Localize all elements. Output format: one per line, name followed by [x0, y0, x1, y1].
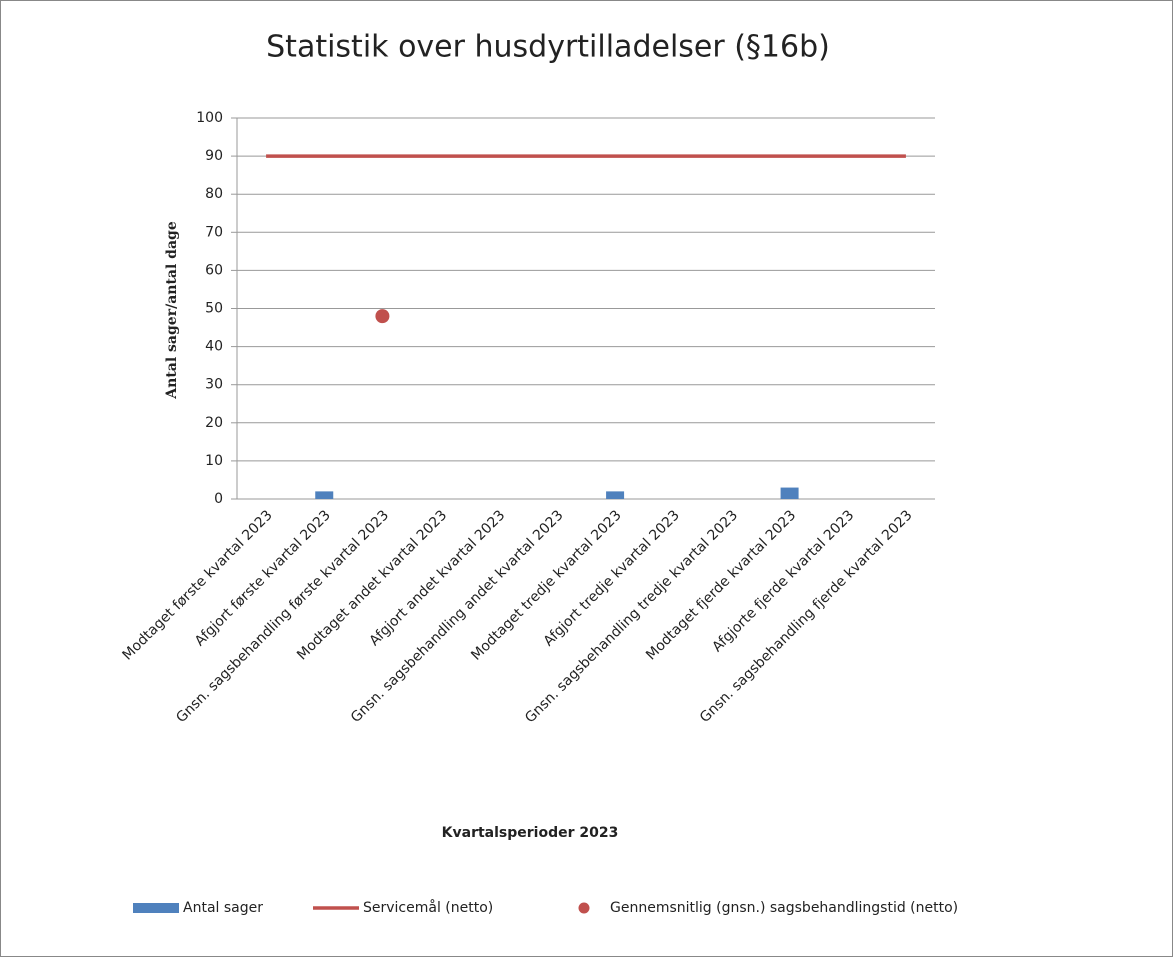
- legend-swatch: [133, 903, 179, 913]
- x-axis-title: Kvartalsperioder 2023: [442, 825, 619, 841]
- point: [375, 309, 390, 324]
- y-tick-label: 100: [196, 110, 223, 126]
- y-tick-label: 40: [205, 339, 223, 355]
- y-tick-label: 70: [205, 224, 223, 240]
- legend-label: Antal sager: [183, 900, 263, 916]
- y-tick-label: 30: [205, 377, 223, 393]
- y-tick-label: 80: [205, 186, 223, 202]
- legend-swatch: [578, 902, 590, 914]
- legend-label: Gennemsnitlig (gnsn.) sagsbehandlingstid…: [610, 900, 958, 916]
- y-tick-label: 10: [205, 453, 223, 469]
- bar: [780, 487, 799, 499]
- bar: [315, 491, 334, 499]
- chart-title: Statistik over husdyrtilladelser (§16b): [266, 30, 830, 65]
- y-axis-title: Antal sager/antal dage: [164, 221, 180, 400]
- y-tick-label: 20: [205, 415, 223, 431]
- y-tick-label: 60: [205, 262, 223, 278]
- legend-label: Servicemål (netto): [363, 899, 493, 916]
- y-tick-label: 50: [205, 301, 223, 317]
- bar: [606, 491, 625, 499]
- y-tick-label: 90: [205, 148, 223, 164]
- y-tick-label: 0: [214, 491, 223, 507]
